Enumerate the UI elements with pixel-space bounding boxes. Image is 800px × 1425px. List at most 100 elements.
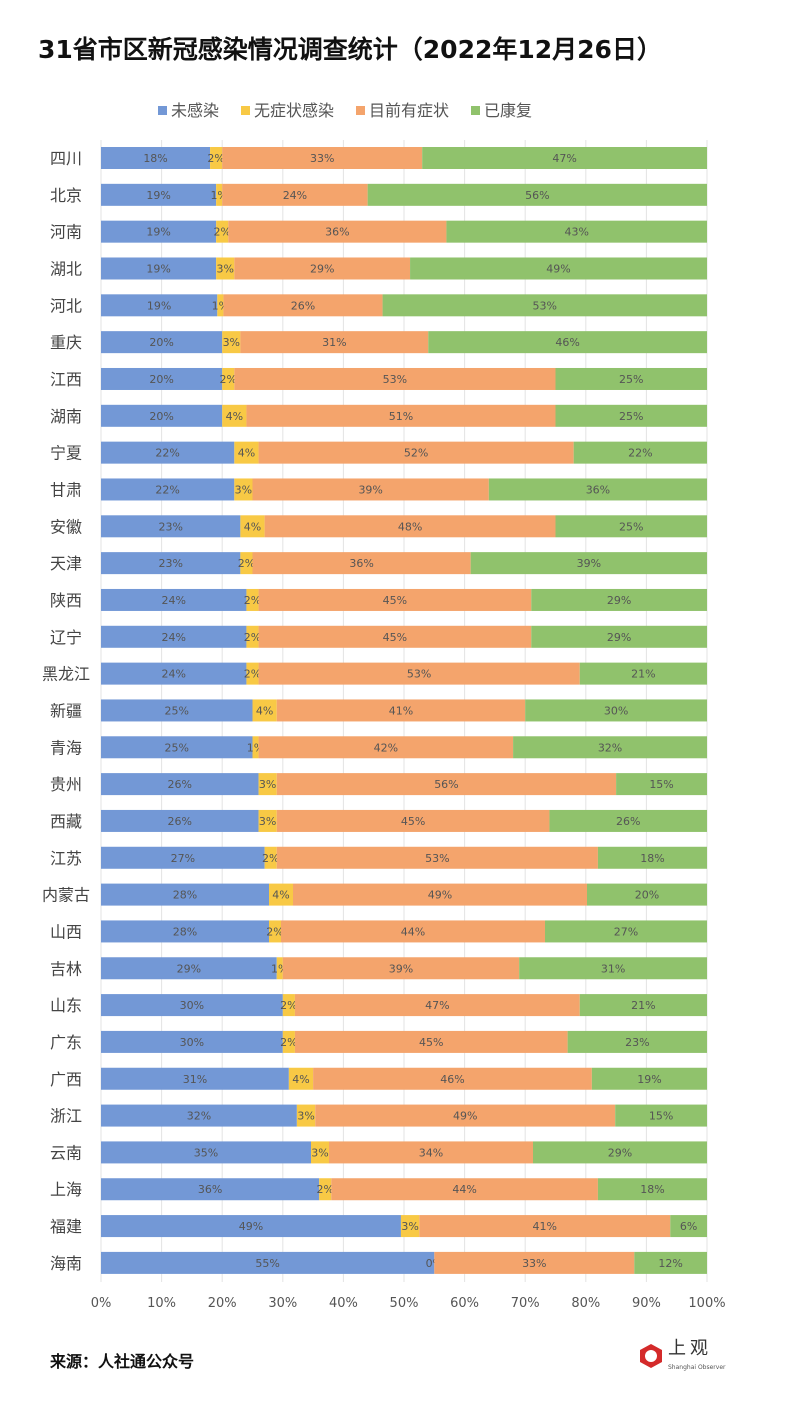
bar-segment xyxy=(313,1067,592,1090)
bar-segment xyxy=(101,773,259,796)
bar-segment xyxy=(240,515,265,538)
bar-segment xyxy=(555,404,707,427)
data-label: 25% xyxy=(165,704,189,717)
bar-segment xyxy=(101,220,217,243)
category-label: 吉林 xyxy=(50,959,82,978)
x-tick-label: 10% xyxy=(147,1296,176,1311)
data-label: 19% xyxy=(146,226,170,239)
bar-segment xyxy=(294,994,580,1017)
data-label: 25% xyxy=(165,741,189,754)
bar-segment xyxy=(276,773,617,796)
bar-segment xyxy=(252,699,277,722)
bar-segment xyxy=(294,1030,568,1053)
data-label: 4% xyxy=(292,1073,309,1086)
data-label: 2% xyxy=(280,999,297,1012)
bar-segment xyxy=(555,515,707,538)
data-label: 21% xyxy=(631,999,655,1012)
data-label: 21% xyxy=(631,668,655,681)
data-label: 24% xyxy=(161,668,185,681)
data-label: 26% xyxy=(168,815,192,828)
bar-segment xyxy=(555,367,707,390)
bar-segment xyxy=(276,846,598,869)
bar-segment xyxy=(269,920,281,943)
bar-segment xyxy=(258,736,514,759)
bar-segment xyxy=(288,1067,314,1090)
data-label: 25% xyxy=(619,373,643,386)
category-label: 福建 xyxy=(50,1217,82,1236)
bar-segment xyxy=(670,1215,707,1238)
data-label: 3% xyxy=(311,1146,328,1159)
data-label: 18% xyxy=(143,152,167,165)
data-label: 28% xyxy=(173,889,197,902)
data-label: 19% xyxy=(146,262,170,275)
data-label: 30% xyxy=(180,999,204,1012)
data-label: 49% xyxy=(428,889,452,902)
category-label: 宁夏 xyxy=(50,444,82,463)
data-label: 27% xyxy=(614,925,638,938)
bar-segment xyxy=(234,441,259,464)
data-label: 3% xyxy=(217,262,234,275)
bar-segment xyxy=(597,846,707,869)
bar-segment xyxy=(382,294,707,317)
bar-segment xyxy=(434,1251,635,1274)
data-label: 53% xyxy=(425,852,449,865)
data-label: 12% xyxy=(658,1257,682,1270)
data-label: 19% xyxy=(637,1073,661,1086)
bar-segment xyxy=(258,809,277,832)
category-label: 海南 xyxy=(50,1254,82,1273)
data-label: 46% xyxy=(440,1073,464,1086)
data-label: 35% xyxy=(194,1146,218,1159)
bar-segment xyxy=(101,1030,283,1053)
data-label: 36% xyxy=(586,483,610,496)
bar-segment xyxy=(329,1141,533,1164)
data-label: 15% xyxy=(649,778,673,791)
bar-segment xyxy=(101,367,223,390)
data-label: 52% xyxy=(404,447,428,460)
bar-segment xyxy=(252,552,471,575)
data-label: 32% xyxy=(598,741,622,754)
bar-segment xyxy=(269,883,293,906)
bar-segment xyxy=(246,625,259,648)
data-label: 2% xyxy=(262,852,279,865)
category-label: 上海 xyxy=(50,1180,82,1199)
data-label: 25% xyxy=(619,410,643,423)
bar-segment xyxy=(101,147,211,169)
data-label: 53% xyxy=(407,668,431,681)
bar-segment xyxy=(101,331,223,354)
bar-segment xyxy=(519,957,707,980)
bar-segment xyxy=(567,1030,707,1053)
category-label: 天津 xyxy=(50,554,82,573)
category-label: 湖北 xyxy=(50,259,82,278)
category-label: 广东 xyxy=(50,1033,82,1052)
bar-segment xyxy=(545,920,707,943)
chart-title: 31省市区新冠感染情况调查统计（2022年12月26日） xyxy=(38,35,662,64)
bar-segment xyxy=(234,478,253,501)
bar-segment xyxy=(101,588,247,611)
bar-segment xyxy=(101,294,218,317)
x-tick-label: 20% xyxy=(208,1296,237,1311)
bar-segment xyxy=(217,294,224,317)
bar-segment xyxy=(573,441,707,464)
bar-segment xyxy=(101,441,235,464)
data-label: 15% xyxy=(649,1110,673,1123)
data-label: 51% xyxy=(389,410,413,423)
bar-segment xyxy=(276,809,550,832)
bar-segment xyxy=(446,220,707,243)
bar-segment xyxy=(615,1104,707,1127)
legend-label: 已康复 xyxy=(484,101,532,120)
category-label: 北京 xyxy=(50,186,82,205)
bar-segment xyxy=(101,183,217,206)
bar-segment xyxy=(101,478,235,501)
bar-segment xyxy=(531,588,707,611)
category-label: 重庆 xyxy=(50,333,82,352)
data-label: 24% xyxy=(161,631,185,644)
bar-segment xyxy=(228,220,447,243)
bar-segment xyxy=(101,699,253,722)
data-label: 22% xyxy=(155,483,179,496)
data-label: 22% xyxy=(628,447,652,460)
bar-segment xyxy=(422,147,707,169)
bar-segment xyxy=(276,699,526,722)
data-label: 2% xyxy=(280,1036,297,1049)
category-label: 新疆 xyxy=(50,701,82,720)
